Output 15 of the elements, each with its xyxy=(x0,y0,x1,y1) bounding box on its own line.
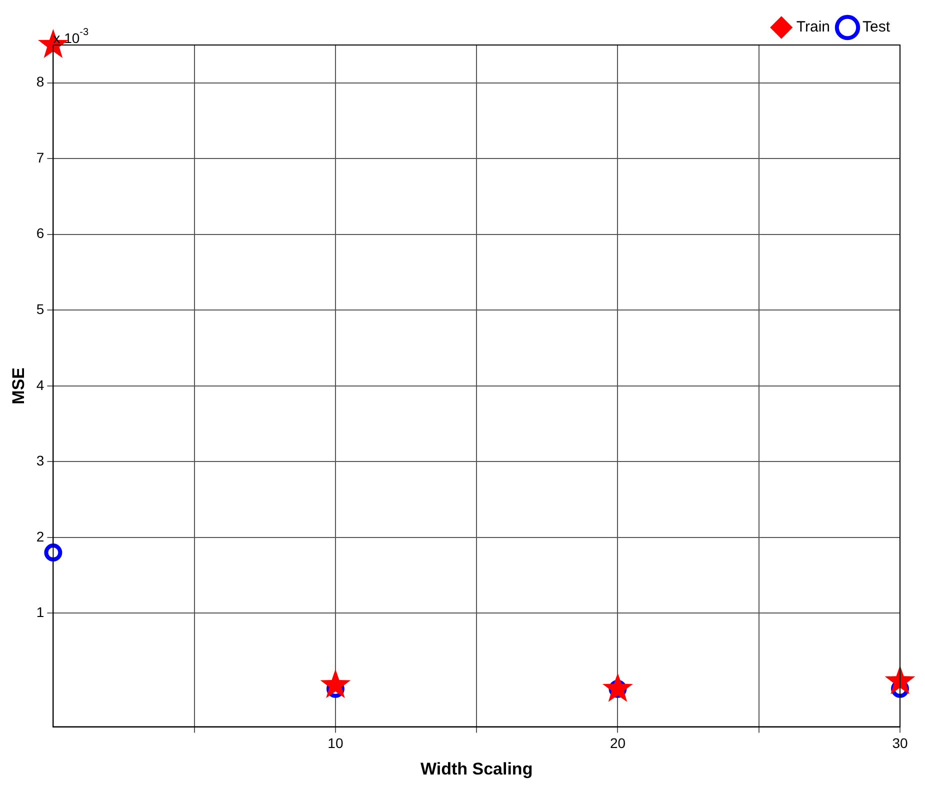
x-tick-label: 20 xyxy=(610,735,626,752)
y-tick-label: 6 xyxy=(36,225,44,242)
x-tick-label: 30 xyxy=(892,735,908,752)
y-tick-label: 1 xyxy=(36,604,44,620)
y-tick-label: 2 xyxy=(36,528,44,544)
y-tick-label: 3 xyxy=(36,452,44,469)
x-tick-label: 10 xyxy=(328,735,344,752)
y-tick-label: 7 xyxy=(36,149,44,166)
x-axis-title: Width Scaling xyxy=(420,759,533,778)
legend-label: Test xyxy=(862,18,891,36)
y-tick-label: 8 xyxy=(36,74,44,90)
y-tick-label: 4 xyxy=(36,376,44,393)
y-axis-title: MSE xyxy=(8,367,28,404)
y-tick-label: 5 xyxy=(36,301,44,318)
legend-label: Train xyxy=(796,18,830,36)
